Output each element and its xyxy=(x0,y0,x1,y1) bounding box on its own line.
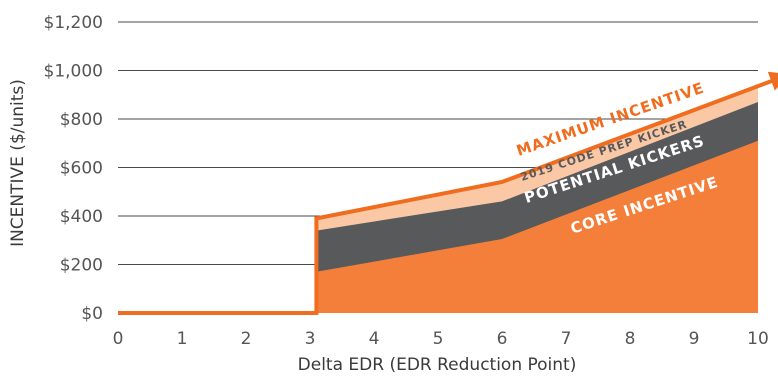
maximum-incentive-line xyxy=(118,76,778,315)
y-tick-label: $0 xyxy=(81,304,103,324)
y-axis-title: INCENTIVE ($/units) xyxy=(8,79,28,247)
y-tick-label: $800 xyxy=(60,110,103,130)
y-tick-label: $1,000 xyxy=(44,62,103,82)
x-tick-label: 3 xyxy=(305,329,316,349)
x-tick-label: 9 xyxy=(689,329,700,349)
y-tick-label: $400 xyxy=(60,207,103,227)
x-tick-label: 4 xyxy=(369,329,380,349)
x-tick-label: 8 xyxy=(625,329,636,349)
y-tick-label: $600 xyxy=(60,159,103,179)
area-bands xyxy=(316,86,758,313)
y-tick-labels: $0 $200 $400 $600 $800 $1,000 $1,200 xyxy=(44,13,103,324)
maximum-incentive-line-group xyxy=(118,71,778,315)
y-tick-label: $200 xyxy=(60,256,103,276)
x-tick-label: 0 xyxy=(113,329,124,349)
x-tick-label: 10 xyxy=(747,329,769,349)
arrow-head-icon xyxy=(767,71,778,91)
x-tick-label: 6 xyxy=(497,329,508,349)
x-axis-title: Delta EDR (EDR Reduction Point) xyxy=(298,355,577,375)
x-tick-labels: 0 1 2 3 4 5 6 7 8 9 10 xyxy=(113,329,769,349)
y-tick-label: $1,200 xyxy=(44,13,103,33)
x-tick-label: 1 xyxy=(177,329,188,349)
x-tick-label: 7 xyxy=(561,329,572,349)
core-incentive-area xyxy=(316,140,758,313)
x-tick-label: 5 xyxy=(433,329,444,349)
x-tick-label: 2 xyxy=(241,329,252,349)
